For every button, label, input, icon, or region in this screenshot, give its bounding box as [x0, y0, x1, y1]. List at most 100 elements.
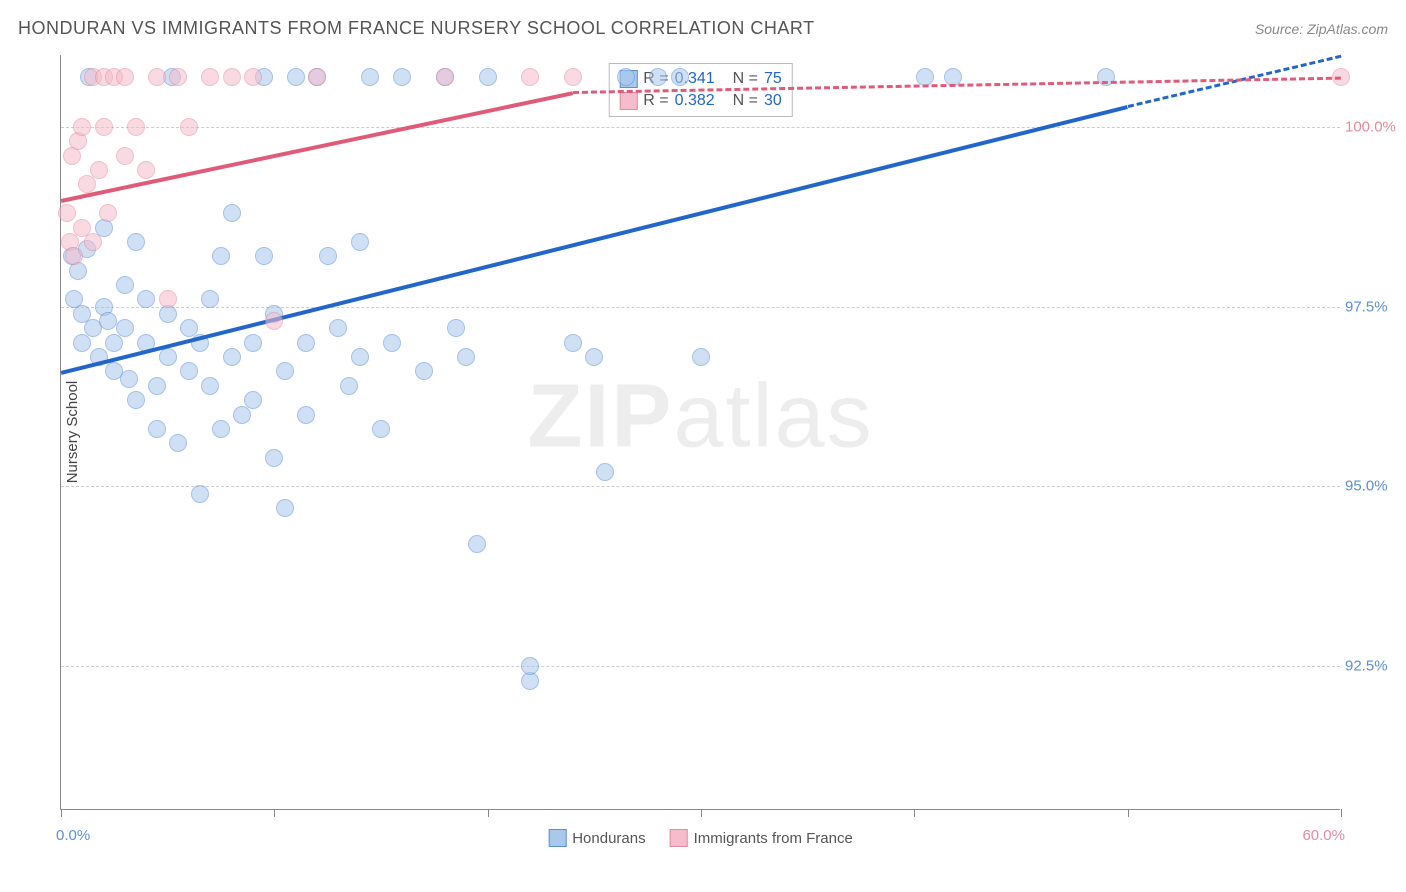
y-axis-title: Nursery School — [64, 381, 81, 484]
data-point — [617, 68, 635, 86]
grid-line — [61, 307, 1340, 308]
data-point — [297, 334, 315, 352]
data-point — [329, 319, 347, 337]
data-point — [95, 118, 113, 136]
data-point — [99, 312, 117, 330]
data-point — [255, 247, 273, 265]
legend-item: Immigrants from France — [670, 829, 853, 847]
scatter-plot: ZIPatlas Nursery School 0.0% 60.0% R =0.… — [60, 55, 1340, 810]
data-point — [244, 391, 262, 409]
n-value: 75 — [764, 70, 782, 88]
data-point — [319, 247, 337, 265]
data-point — [393, 68, 411, 86]
data-point — [564, 68, 582, 86]
data-point — [671, 68, 689, 86]
data-point — [521, 657, 539, 675]
data-point — [287, 68, 305, 86]
data-point — [468, 535, 486, 553]
data-point — [127, 391, 145, 409]
data-point — [361, 68, 379, 86]
data-point — [180, 362, 198, 380]
data-point — [297, 406, 315, 424]
x-tick — [488, 809, 489, 817]
source-attribution: Source: ZipAtlas.com — [1255, 21, 1388, 37]
data-point — [692, 348, 710, 366]
watermark: ZIPatlas — [527, 365, 873, 468]
data-point — [137, 161, 155, 179]
data-point — [73, 118, 91, 136]
data-point — [447, 319, 465, 337]
chart-header: HONDURAN VS IMMIGRANTS FROM FRANCE NURSE… — [18, 18, 1388, 39]
data-point — [58, 204, 76, 222]
y-tick-label: 100.0% — [1345, 118, 1400, 135]
x-axis-max-label: 60.0% — [1302, 827, 1345, 844]
data-point — [201, 68, 219, 86]
data-point — [308, 68, 326, 86]
data-point — [201, 290, 219, 308]
data-point — [137, 290, 155, 308]
data-point — [148, 420, 166, 438]
data-point — [383, 334, 401, 352]
x-tick — [914, 809, 915, 817]
data-point — [99, 204, 117, 222]
data-point — [116, 276, 134, 294]
data-point — [265, 449, 283, 467]
grid-line — [61, 666, 1340, 667]
data-point — [564, 334, 582, 352]
data-point — [116, 319, 134, 337]
data-point — [596, 463, 614, 481]
data-point — [65, 247, 83, 265]
data-point — [127, 233, 145, 251]
data-point — [84, 233, 102, 251]
data-point — [276, 362, 294, 380]
data-point — [223, 204, 241, 222]
legend-row: R =0.382N =30 — [619, 90, 781, 112]
data-point — [351, 233, 369, 251]
data-point — [78, 175, 96, 193]
data-point — [223, 68, 241, 86]
data-point — [191, 485, 209, 503]
x-tick — [1341, 809, 1342, 817]
data-point — [223, 348, 241, 366]
grid-line — [61, 127, 1340, 128]
data-point — [649, 68, 667, 86]
n-value: 30 — [764, 92, 782, 110]
data-point — [457, 348, 475, 366]
y-tick-label: 92.5% — [1345, 658, 1400, 675]
data-point — [916, 68, 934, 86]
data-point — [372, 420, 390, 438]
data-point — [276, 499, 294, 517]
data-point — [201, 377, 219, 395]
legend-swatch — [619, 92, 637, 110]
y-tick-label: 95.0% — [1345, 478, 1400, 495]
r-label: R = — [643, 92, 668, 110]
data-point — [148, 377, 166, 395]
data-point — [169, 434, 187, 452]
legend-label: Immigrants from France — [694, 830, 853, 847]
x-tick — [1128, 809, 1129, 817]
y-tick-label: 97.5% — [1345, 298, 1400, 315]
data-point — [351, 348, 369, 366]
x-tick — [61, 809, 62, 817]
data-point — [212, 420, 230, 438]
data-point — [244, 68, 262, 86]
data-point — [116, 68, 134, 86]
data-point — [436, 68, 454, 86]
data-point — [180, 118, 198, 136]
data-point — [265, 312, 283, 330]
trend-line — [61, 105, 1129, 374]
data-point — [521, 68, 539, 86]
data-point — [340, 377, 358, 395]
trend-line — [61, 91, 574, 202]
data-point — [212, 247, 230, 265]
data-point — [169, 68, 187, 86]
x-axis-min-label: 0.0% — [56, 827, 90, 844]
data-point — [127, 118, 145, 136]
data-point — [116, 147, 134, 165]
data-point — [159, 348, 177, 366]
data-point — [148, 68, 166, 86]
series-legend: HonduransImmigrants from France — [548, 829, 853, 847]
data-point — [415, 362, 433, 380]
data-point — [90, 161, 108, 179]
legend-swatch — [548, 829, 566, 847]
